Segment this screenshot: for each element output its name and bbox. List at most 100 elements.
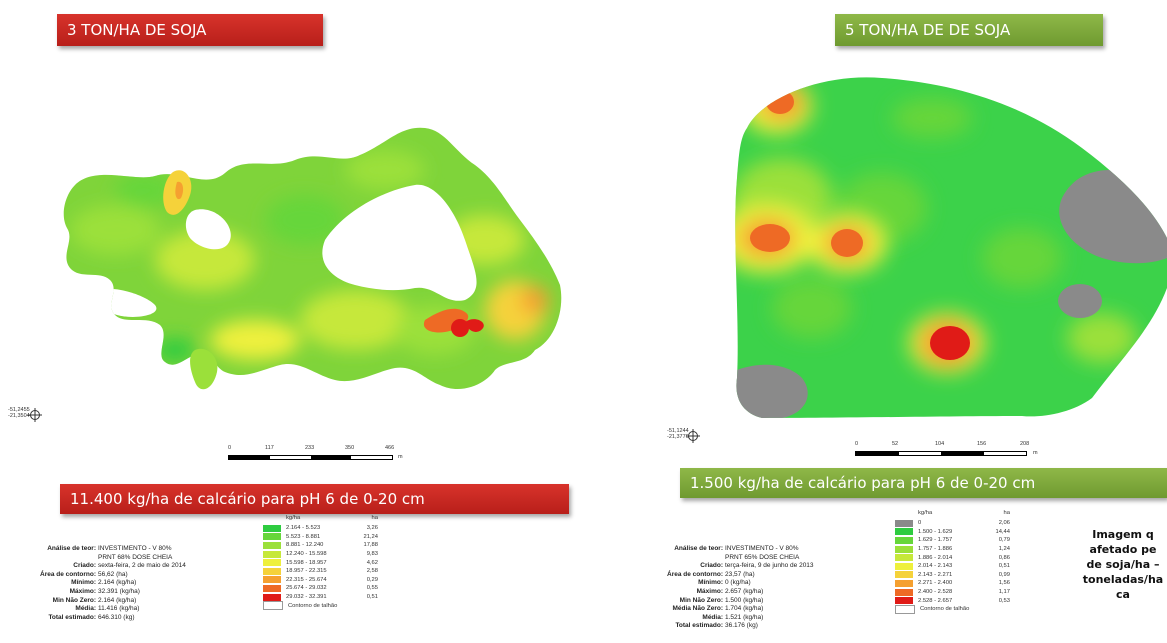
- legend-range: 12.240 - 15.598: [286, 551, 327, 558]
- legend-swatch: [263, 550, 281, 558]
- stats-value: 36.176 (kg): [725, 622, 758, 630]
- stats-key: Criado:: [73, 562, 96, 570]
- stats-row: Total estimado: 36.176 (kg): [615, 622, 814, 631]
- scale-label: 104: [935, 441, 945, 447]
- legend-row: 8.881 - 12.240 17,88: [263, 541, 380, 550]
- scale-label: 233: [305, 445, 315, 451]
- left-crosshair-icon: [28, 408, 42, 422]
- legend-swatch: [895, 519, 913, 527]
- stats-row: PRNT 68% DOSE CHEIA: [0, 554, 186, 563]
- stats-key: [0, 554, 96, 563]
- right-stats-table: Análise de teor: INVESTIMENTO - V 80% PRNT…: [615, 545, 814, 631]
- legend-range: 2.014 - 2.143: [918, 563, 953, 570]
- stats-row: Min Não Zero: 2.164 (kg/ha): [0, 597, 186, 606]
- legend-area: 14,44: [995, 528, 1010, 535]
- scale-label: m: [1033, 450, 1038, 456]
- legend-row: 1.500 - 1.629 14,44: [895, 528, 1012, 537]
- right-coordinates: -51,1244 -21,3776: [667, 428, 689, 440]
- legend-range: 2.271 - 2.400: [918, 580, 953, 587]
- stats-row: Média: 11.416 (kg/ha): [0, 605, 186, 614]
- legend-swatch: [895, 597, 913, 605]
- left-stats-table: Análise de teor: INVESTIMENTO - V 80% PRNT…: [0, 545, 186, 622]
- legend-row: 1.629 - 1.757 0,79: [895, 536, 1012, 545]
- legend-area: 0,29: [366, 576, 378, 583]
- stats-value: 1.521 (kg/ha): [725, 613, 764, 621]
- scale-label: 156: [977, 441, 987, 447]
- legend-row: 12.240 - 15.598 9,83: [263, 550, 380, 559]
- scale-label: m: [398, 454, 403, 460]
- legend-swatch: [895, 554, 913, 562]
- right-yield-banner: 5 TON/HA DE DE SOJA: [835, 14, 1103, 46]
- legend-range: 18.957 - 22.315: [286, 568, 327, 575]
- legend-range: Contorno de talhão: [920, 606, 970, 613]
- stats-row: Min Não Zero: 1.500 (kg/ha): [615, 597, 814, 606]
- legend-swatch: [895, 604, 915, 614]
- legend-area: 0,55: [366, 585, 378, 592]
- legend-swatch: [263, 567, 281, 575]
- legend-row: 1.886 - 2.014 0,86: [895, 553, 1012, 562]
- legend-range: 2.143 - 2.271: [918, 571, 953, 578]
- legend-row: 29.032 - 32.391 0,51: [263, 593, 380, 602]
- scale-label: 0: [228, 445, 232, 451]
- legend-range: 29.032 - 32.391: [286, 594, 327, 601]
- stats-value: 646.310 (kg): [98, 613, 135, 621]
- right-lime-banner: 1.500 kg/ha de calcário para pH 6 de 0-2…: [680, 468, 1167, 498]
- stats-key: Área de contorno:: [40, 570, 96, 578]
- legend-range: Contorno de talhão: [288, 602, 338, 609]
- legend-area: 17,88: [363, 542, 378, 549]
- stats-value: 2.657 (kg/ha): [725, 587, 764, 595]
- legend-area: 0,53: [998, 597, 1010, 604]
- legend-swatch: [263, 576, 281, 584]
- stats-row: PRNT 65% DOSE CHEIA: [615, 554, 814, 563]
- legend-swatch: [895, 528, 913, 536]
- legend-swatch: [895, 536, 913, 544]
- legend-range: 0: [918, 520, 922, 527]
- stats-value: terça-feira, 9 de junho de 2013: [725, 562, 814, 570]
- stats-value: PRNT 68% DOSE CHEIA: [98, 553, 173, 561]
- right-field-map: [735, 77, 1167, 418]
- legend-area: 2,06: [998, 520, 1010, 527]
- stats-value: 32.391 (kg/ha): [98, 587, 140, 595]
- stats-row: Criado: sexta-feira, 2 de maio de 2014: [0, 562, 186, 571]
- stats-key: Mínimo:: [698, 579, 723, 587]
- legend-row: 2.014 - 2.143 0,51: [895, 562, 1012, 571]
- stats-value: PRNT 65% DOSE CHEIA: [725, 553, 800, 561]
- legend-area: 3,26: [366, 525, 378, 532]
- stats-row: Área de contorno: 56,62 (ha): [0, 571, 186, 580]
- stats-key: Total estimado:: [48, 613, 96, 621]
- scale-label: 52: [892, 441, 899, 447]
- legend-area: 21,24: [363, 533, 378, 540]
- legend-row: 0 2,06: [895, 519, 1012, 528]
- stats-row: Mínimo: 0 (kg/ha): [615, 579, 814, 588]
- stats-value: sexta-feira, 2 de maio de 2014: [98, 562, 186, 570]
- stats-row: Total estimado: 646.310 (kg): [0, 614, 186, 623]
- stats-row: Análise de teor: INVESTIMENTO - V 80%: [615, 545, 814, 554]
- legend-area: 1,17: [998, 589, 1010, 596]
- legend-range: 22.315 - 25.674: [286, 576, 327, 583]
- legend-row: 2.143 - 2.271 0,99: [895, 571, 1012, 580]
- legend-swatch: [895, 545, 913, 553]
- legend-swatch: [263, 533, 281, 541]
- legend-area: 9,83: [366, 551, 378, 558]
- legend-swatch: [263, 601, 283, 611]
- legend-range: 2.400 - 2.528: [918, 589, 953, 596]
- legend-area: 0,86: [998, 554, 1010, 561]
- scale-label: 117: [265, 445, 274, 451]
- stats-row: Média Não Zero: 1.704 (kg/ha): [615, 605, 814, 614]
- legend-row: 1.757 - 1.886 1,24: [895, 545, 1012, 554]
- legend-header-area: ha: [371, 515, 378, 521]
- legend-range: 1.629 - 1.757: [918, 537, 953, 544]
- right-crosshair-icon: [686, 429, 700, 443]
- left-coordinates: -51,2455 -21,3504: [8, 407, 30, 419]
- legend-swatch: [895, 562, 913, 570]
- scale-label: 350: [345, 445, 355, 451]
- stats-key: Média:: [702, 613, 723, 621]
- left-scale-bar: 0 117 233 350 466 m: [228, 445, 418, 463]
- left-yield-banner: 3 TON/HA DE SOJA: [57, 14, 323, 46]
- legend-swatch: [895, 579, 913, 587]
- stats-row: Máximo: 2.657 (kg/ha): [615, 588, 814, 597]
- legend-row: 22.315 - 25.674 0,29: [263, 576, 380, 585]
- legend-range: 1.757 - 1.886: [918, 546, 953, 553]
- stats-value: 1.500 (kg/ha): [725, 596, 764, 604]
- left-lime-banner: 11.400 kg/ha de calcário para pH 6 de 0-…: [60, 484, 569, 514]
